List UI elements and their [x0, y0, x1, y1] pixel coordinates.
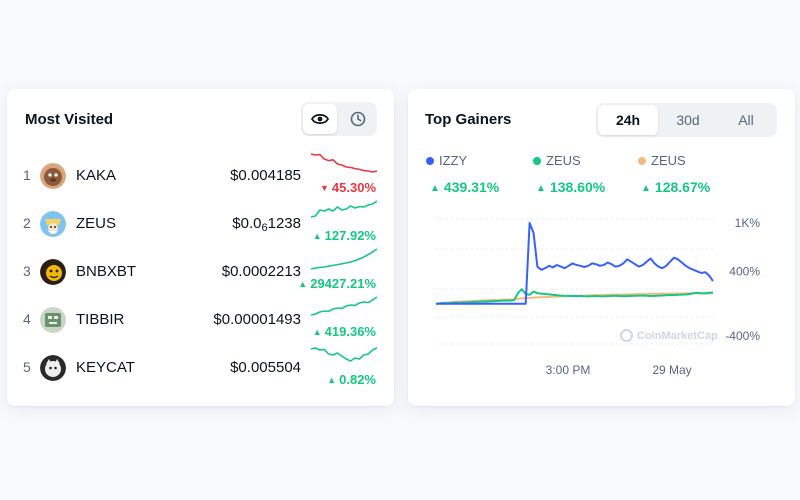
- legend-zeus-orange: ZEUS: [638, 153, 686, 168]
- series-line-izzy-0: [436, 222, 714, 305]
- price-sparkline: [311, 347, 377, 362]
- most-visited-card: Most Visited 1 KAKA $0.004185 ▼ 45.30% 2: [7, 89, 394, 406]
- tab-all[interactable]: All: [738, 112, 754, 128]
- row-rank: 4: [23, 311, 31, 327]
- coin-row-keycat[interactable]: 5 KEYCAT $0.005504 ▲ 0.82%: [7, 343, 394, 389]
- price-change: ▲ 419.36%: [312, 324, 376, 339]
- most-visited-title: Most Visited: [25, 111, 114, 128]
- caret-up-icon: ▲: [312, 231, 322, 241]
- coin-symbol: KAKA: [76, 167, 117, 184]
- top-gainers-title: Top Gainers: [425, 111, 512, 128]
- caret-up-icon: ▲: [312, 327, 322, 337]
- tab-24h[interactable]: 24h: [598, 105, 658, 135]
- sparkline-line: [311, 200, 377, 218]
- series-line-zeus-1: [435, 288, 714, 305]
- legend-dot-icon: [638, 157, 646, 165]
- zeus-green-change: ▲ 138.60%: [536, 179, 606, 195]
- coin-symbol: TIBBIR: [76, 311, 125, 328]
- coin-price: $0.061238: [232, 215, 301, 234]
- top-gainers-chart: 1K% 400% -400% 3:00 PM 29 May: [435, 216, 761, 377]
- coinmarketcap-logo-icon: [620, 329, 633, 342]
- x-tick-label: 3:00 PM: [546, 363, 591, 377]
- keycat-coin-icon: [40, 355, 66, 381]
- coin-row-bnbxbt[interactable]: 3 BNBXBT $0.0002213 ▲ 29427.21%: [7, 247, 394, 293]
- coin-row-tibbir[interactable]: 4 TIBBIR $0.00001493 ▲ 419.36%: [7, 295, 394, 341]
- coin-price: $0.004185: [230, 167, 301, 184]
- y-tick-label: -400%: [725, 329, 760, 343]
- y-tick-label: 400%: [729, 264, 760, 278]
- zeus-coin-icon: [40, 211, 66, 237]
- period-tabs: 24h 30d All: [596, 103, 777, 137]
- price-change: ▼ 45.30%: [319, 180, 376, 195]
- price-sparkline: [311, 200, 377, 218]
- most-visited-views-button[interactable]: [303, 104, 337, 134]
- coin-price: $0.0002213: [221, 263, 301, 280]
- view-toggle: [301, 102, 377, 136]
- caret-up-icon: ▲: [327, 375, 337, 385]
- price-change: ▲ 127.92%: [312, 228, 376, 243]
- izzy-change: ▲ 439.31%: [430, 179, 500, 195]
- legend-zeus-green: ZEUS: [533, 153, 581, 168]
- clock-icon: [350, 111, 366, 127]
- caret-up-icon: ▲: [536, 183, 546, 194]
- x-tick-label: 29 May: [652, 363, 691, 377]
- caret-up-icon: ▲: [641, 183, 651, 194]
- caret-up-icon: ▲: [298, 279, 308, 289]
- top-gainers-card: Top Gainers 24h 30d All IZZY ZEUS ZEUS ▲…: [408, 89, 795, 406]
- sparkline-line: [311, 153, 377, 173]
- kaka-coin-icon: [40, 163, 66, 189]
- sparkline-line: [311, 296, 377, 316]
- coin-symbol: KEYCAT: [76, 359, 135, 376]
- coin-price: $0.005504: [230, 359, 301, 376]
- tab-30d[interactable]: 30d: [676, 112, 700, 128]
- coin-row-kaka[interactable]: 1 KAKA $0.004185 ▼ 45.30%: [7, 151, 394, 197]
- recently-visited-button[interactable]: [341, 104, 375, 134]
- caret-up-icon: ▲: [430, 183, 440, 194]
- sparkline-line: [311, 248, 377, 270]
- row-rank: 3: [23, 263, 31, 279]
- bnbxbt-coin-icon: [40, 259, 66, 285]
- coin-price: $0.00001493: [213, 311, 301, 328]
- price-sparkline: [311, 248, 377, 270]
- row-rank: 2: [23, 215, 31, 231]
- price-change: ▲ 0.82%: [327, 372, 376, 387]
- caret-down-icon: ▼: [319, 183, 329, 193]
- legend-dot-icon: [533, 157, 541, 165]
- row-rank: 1: [23, 167, 31, 183]
- price-change: ▲ 29427.21%: [298, 276, 376, 291]
- legend-izzy: IZZY: [426, 153, 467, 168]
- coin-symbol: BNBXBT: [76, 263, 137, 280]
- coinmarketcap-watermark: CoinMarketCap: [620, 329, 718, 342]
- sparkline-line: [311, 347, 377, 362]
- price-sparkline: [311, 153, 377, 173]
- eye-icon: [311, 113, 329, 125]
- price-sparkline: [311, 296, 377, 316]
- legend-dot-icon: [426, 157, 434, 165]
- zeus-orange-change: ▲ 128.67%: [641, 179, 711, 195]
- row-rank: 5: [23, 359, 31, 375]
- y-tick-label: 1K%: [735, 216, 761, 230]
- tibbir-coin-icon: [40, 307, 66, 333]
- coin-row-zeus[interactable]: 2 ZEUS $0.061238 ▲ 127.92%: [7, 199, 394, 245]
- coin-symbol: ZEUS: [76, 215, 117, 232]
